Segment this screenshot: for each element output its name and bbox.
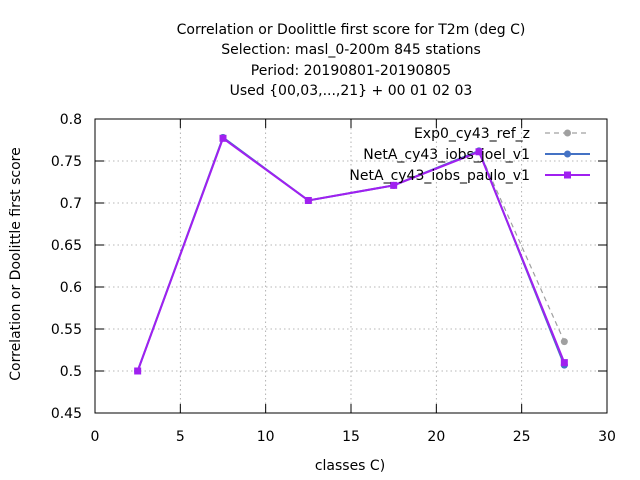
series-3 (134, 134, 568, 375)
y-tick-label: 0.6 (60, 280, 82, 296)
legend-label: NetA_cy43_iobs_paulo_v1 (349, 168, 530, 184)
axis-ticks (94, 118, 608, 414)
data-point (560, 338, 568, 346)
legend-label: NetA_cy43_iobs_joel_v1 (363, 147, 530, 163)
x-axis-label: classes C) (315, 458, 385, 474)
data-point (219, 134, 227, 142)
y-tick-label: 0.55 (51, 322, 82, 338)
legend-marker (564, 171, 571, 179)
series-line (136, 136, 566, 372)
x-tick-label: 10 (257, 429, 275, 445)
x-tick-label: 5 (176, 429, 185, 445)
y-tick-label: 0.45 (51, 406, 82, 422)
y-tick-label: 0.7 (60, 196, 82, 212)
data-point (390, 181, 398, 189)
chart-subtitle-period: Period: 20190801-20190805 (251, 63, 451, 79)
legend: Exp0_cy43_ref_z NetA_cy43_iobs_joel_v1 Net… (349, 126, 590, 184)
x-tick-label: 30 (598, 429, 616, 445)
chart-title: Correlation or Doolittle first score for… (177, 22, 526, 38)
data-point (304, 196, 312, 204)
y-tick-label: 0.5 (60, 364, 82, 380)
y-tick-labels: 0.45 0.5 0.55 0.6 0.65 0.7 0.75 0.8 (51, 112, 82, 422)
legend-marker (564, 150, 571, 158)
x-tick-labels: 0 5 10 15 20 25 30 (91, 429, 616, 445)
chart-title-block: Correlation or Doolittle first score for… (177, 22, 526, 99)
y-tick-label: 0.65 (51, 238, 82, 254)
legend-marker (564, 129, 571, 137)
x-tick-label: 25 (513, 429, 531, 445)
data-point (475, 148, 483, 156)
x-tick-label: 20 (427, 429, 445, 445)
chart-subtitle-selection: Selection: masl_0-200m 845 stations (221, 42, 481, 58)
x-tick-label: 0 (91, 429, 100, 445)
legend-label: Exp0_cy43_ref_z (414, 126, 530, 142)
y-tick-label: 0.8 (60, 112, 82, 128)
y-tick-label: 0.75 (51, 154, 82, 170)
data-point (560, 359, 568, 367)
y-axis-label: Correlation or Doolittle first score (8, 147, 24, 380)
series-group (134, 133, 568, 375)
data-point (134, 367, 142, 375)
x-tick-label: 15 (342, 429, 360, 445)
chart-subtitle-used: Used {00,03,...,21} + 00 01 02 03 (230, 83, 473, 99)
